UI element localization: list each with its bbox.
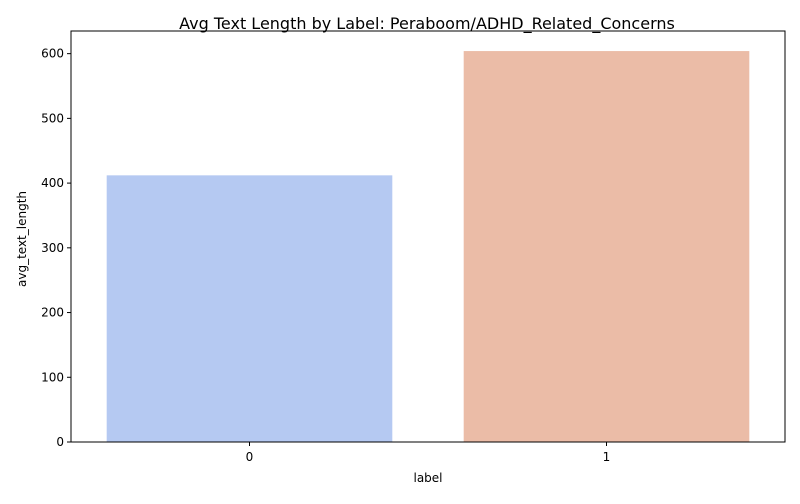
y-tick-label-0: 0 [56,435,64,449]
x-axis-label: label [413,471,442,485]
chart-title: Avg Text Length by Label: Peraboom/ADHD_… [179,14,675,34]
x-tick-label-1: 1 [603,450,611,464]
bar-0 [106,175,393,442]
y-tick-label-300: 300 [41,241,64,255]
y-axis-label: avg_text_length [15,191,29,287]
bar-1 [463,51,750,442]
x-tick-label-0: 0 [246,450,254,464]
y-tick-label-200: 200 [41,306,64,320]
y-tick-label-600: 600 [41,47,64,61]
plot-frame [70,30,786,443]
y-tick-label-100: 100 [41,370,64,384]
y-tick-label-500: 500 [41,111,64,125]
plot-area [106,51,750,442]
y-axis: 0 100 200 300 400 500 600 [41,47,71,449]
y-tick-label-400: 400 [41,176,64,190]
